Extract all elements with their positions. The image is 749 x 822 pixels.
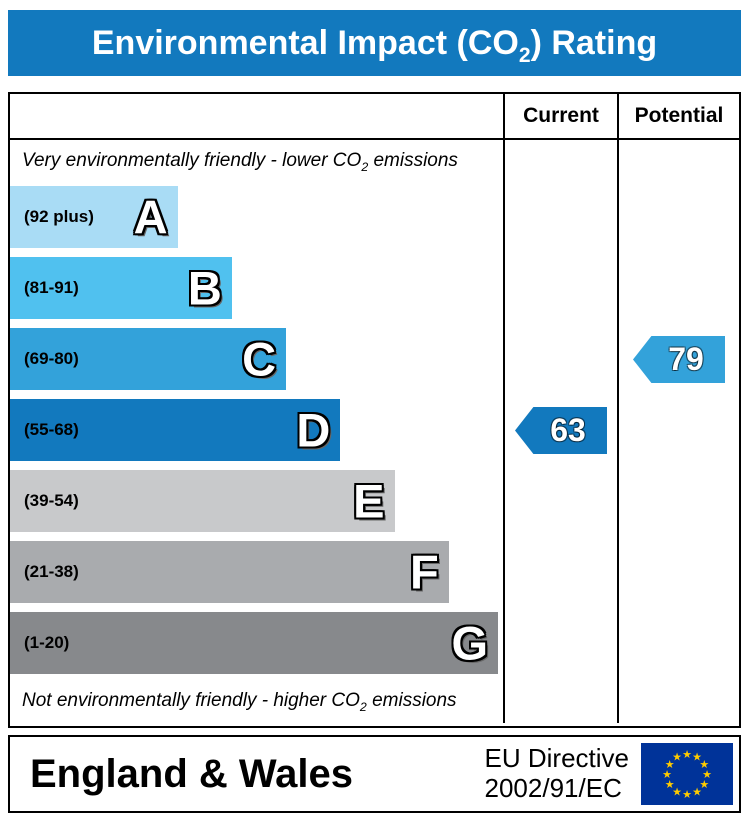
bottom-note: Not environmentally friendly - higher CO… (22, 690, 457, 714)
potential-cell (617, 679, 739, 723)
band-range-label: (21-38) (24, 562, 79, 581)
current-arrow: 63 (515, 407, 607, 454)
top-note: Very environmentally friendly - lower CO… (22, 150, 458, 174)
band-letter: F (410, 545, 439, 599)
band-bar-c: (69-80) C (10, 328, 287, 390)
potential-value: 79 (668, 341, 704, 377)
band-letter: E (353, 474, 385, 528)
svg-text:★: ★ (682, 748, 692, 761)
region-label: England & Wales (30, 751, 354, 796)
band-row-f: (21-38) F (10, 537, 739, 608)
current-cell (503, 182, 617, 253)
potential-cell (617, 140, 739, 182)
footer-right: EU Directive 2002/91/EC ★ ★ ★ ★ ★ ★ ★ ★ … (485, 743, 733, 805)
potential-cell (617, 253, 739, 324)
band-bar-e: (39-54) E (10, 470, 395, 532)
current-cell (503, 324, 617, 395)
svg-text:★: ★ (662, 768, 672, 781)
current-cell (503, 608, 617, 679)
band-row-g: (1-20) G (10, 608, 739, 679)
potential-arrow: 79 (633, 336, 725, 383)
band-letter: B (187, 261, 222, 315)
band-bar-g: (1-20) G (10, 612, 499, 674)
svg-text:★: ★ (702, 768, 712, 781)
band-row-e: (39-54) E (10, 466, 739, 537)
svg-text:★: ★ (665, 778, 675, 791)
svg-text:★: ★ (692, 751, 702, 764)
current-column-header: Current (503, 94, 617, 138)
current-cell (503, 537, 617, 608)
band-range-label: (55-68) (24, 420, 79, 439)
band-letter: A (133, 190, 168, 244)
rating-chart: Current Potential Very environmentally f… (8, 92, 741, 728)
potential-cell: 79 (617, 324, 739, 395)
top-note-row: Very environmentally friendly - lower CO… (10, 140, 739, 182)
potential-cell (617, 608, 739, 679)
svg-text:★: ★ (692, 785, 702, 798)
band-row-b: (81-91) B (10, 253, 739, 324)
band-bar-b: (81-91) B (10, 257, 232, 319)
header-row: Current Potential (10, 94, 739, 140)
band-letter: D (296, 403, 331, 457)
band-letter: G (451, 616, 489, 670)
band-bar-a: (92 plus) A (10, 186, 178, 248)
footer: England & Wales EU Directive 2002/91/EC … (8, 735, 741, 813)
eu-directive-label: EU Directive 2002/91/EC (484, 743, 629, 803)
potential-cell (617, 537, 739, 608)
band-bar-f: (21-38) F (10, 541, 449, 603)
title-banner: Environmental Impact (CO2) Rating (8, 10, 741, 76)
svg-text:★: ★ (665, 758, 675, 771)
band-range-label: (69-80) (24, 349, 79, 368)
potential-column-header: Potential (617, 94, 739, 138)
band-range-label: (39-54) (24, 491, 79, 510)
svg-text:★: ★ (672, 785, 682, 798)
potential-cell (617, 395, 739, 466)
svg-text:★: ★ (682, 788, 692, 801)
band-row-a: (92 plus) A (10, 182, 739, 253)
current-cell: 63 (503, 395, 617, 466)
potential-cell (617, 182, 739, 253)
band-bar-d: (55-68) D (10, 399, 341, 461)
page-title: Environmental Impact (CO2) Rating (91, 23, 658, 67)
eu-flag-icon: ★ ★ ★ ★ ★ ★ ★ ★ ★ ★ ★ ★ (641, 743, 733, 805)
band-letter: C (242, 332, 277, 386)
svg-text:★: ★ (699, 758, 709, 771)
band-range-label: (81-91) (24, 278, 79, 297)
potential-cell (617, 466, 739, 537)
band-row-c: (69-80) C 79 (10, 324, 739, 395)
current-cell (503, 466, 617, 537)
svg-text:★: ★ (672, 751, 682, 764)
header-spacer (10, 94, 503, 138)
svg-text:★: ★ (699, 778, 709, 791)
current-cell (503, 679, 617, 723)
current-value: 63 (550, 412, 586, 448)
current-cell (503, 140, 617, 182)
bottom-note-row: Not environmentally friendly - higher CO… (10, 679, 739, 723)
band-row-d: (55-68) D 63 (10, 395, 739, 466)
band-range-label: (92 plus) (24, 207, 94, 226)
band-range-label: (1-20) (24, 633, 70, 652)
current-cell (503, 253, 617, 324)
